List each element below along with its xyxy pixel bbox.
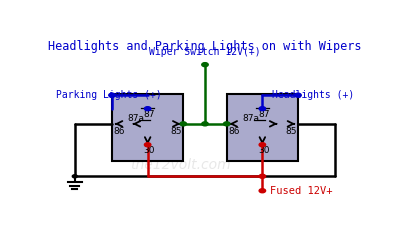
Text: Headlights and Parking Lights on with Wipers: Headlights and Parking Lights on with Wi… xyxy=(48,40,362,53)
Circle shape xyxy=(259,174,266,178)
Bar xyxy=(227,94,298,161)
Circle shape xyxy=(180,122,186,126)
Circle shape xyxy=(259,143,266,147)
Circle shape xyxy=(295,93,301,97)
Circle shape xyxy=(202,122,208,126)
Text: 87: 87 xyxy=(144,110,155,119)
Text: the12volt.com: the12volt.com xyxy=(130,158,230,172)
Text: 85: 85 xyxy=(170,127,182,136)
Text: 30: 30 xyxy=(144,146,155,155)
Text: 87: 87 xyxy=(258,110,270,119)
Circle shape xyxy=(259,107,266,111)
Circle shape xyxy=(224,122,230,126)
Text: Parking Lights (+): Parking Lights (+) xyxy=(56,90,162,100)
Circle shape xyxy=(144,107,151,111)
Text: 87a: 87a xyxy=(242,114,259,124)
Text: Wiper Switch 12V(+): Wiper Switch 12V(+) xyxy=(149,47,261,57)
Text: Fused 12V+: Fused 12V+ xyxy=(270,186,333,196)
Text: 86: 86 xyxy=(228,127,240,136)
Text: Headlights (+): Headlights (+) xyxy=(272,90,354,100)
Circle shape xyxy=(144,143,151,147)
Circle shape xyxy=(202,63,208,67)
Circle shape xyxy=(259,189,266,193)
Text: 87a: 87a xyxy=(128,114,144,124)
Circle shape xyxy=(72,175,77,178)
Circle shape xyxy=(109,93,115,97)
Text: 86: 86 xyxy=(114,127,125,136)
Text: 85: 85 xyxy=(285,127,296,136)
Bar xyxy=(112,94,183,161)
Text: 30: 30 xyxy=(258,146,270,155)
